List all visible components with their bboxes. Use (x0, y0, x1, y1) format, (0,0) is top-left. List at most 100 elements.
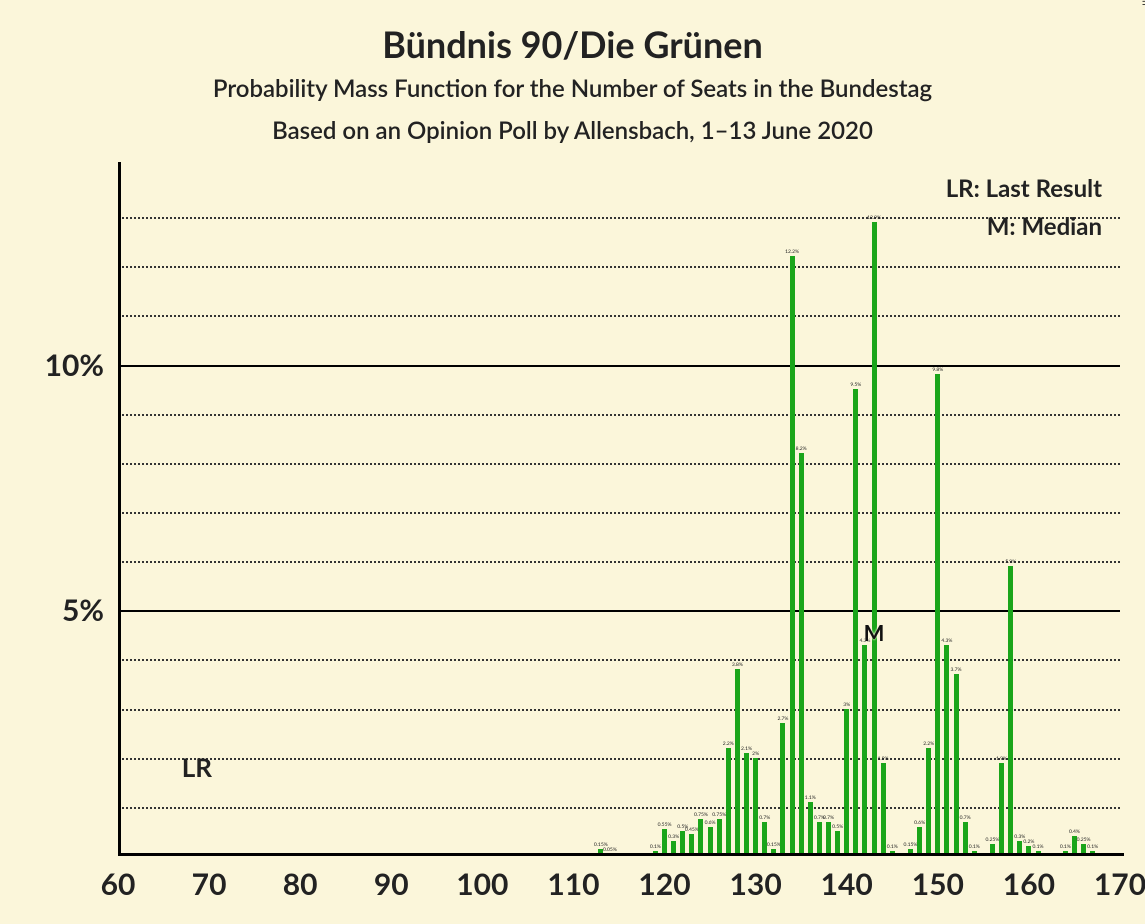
gridline-minor (118, 266, 1120, 268)
bar (762, 822, 767, 856)
bar-value-label: 8.2% (796, 446, 807, 452)
bar-value-label: 0.15% (767, 842, 781, 848)
bar-value-label: 1.9% (878, 756, 889, 762)
gridline-minor (118, 414, 1120, 416)
gridline-minor (118, 758, 1120, 760)
bar-value-label: 1.1% (805, 795, 816, 801)
bar-value-label: 9.8% (932, 367, 943, 373)
x-tick-label: 150 (912, 856, 964, 902)
chart-stage: © 2020 Filip van Laenen Bündnis 90/Die G… (0, 0, 1145, 924)
x-axis-line (118, 853, 1124, 856)
bar (799, 453, 804, 856)
x-tick-label: 110 (547, 856, 599, 902)
bar (862, 645, 867, 856)
bar (853, 389, 858, 856)
bar (817, 822, 822, 856)
bar (954, 674, 959, 856)
chart-title: Bündnis 90/Die Grünen (0, 22, 1145, 66)
legend-line: M: Median (987, 212, 1102, 241)
chart-subtitle-2: Based on an Opinion Poll by Allensbach, … (0, 116, 1145, 145)
bar-value-label: 0.1% (969, 844, 980, 850)
bar-value-label: 2.1% (741, 746, 752, 752)
bar-value-label: 0.1% (1060, 844, 1071, 850)
bar-value-label: 5.9% (1005, 559, 1016, 565)
legend-line: LR: Last Result (946, 174, 1102, 203)
x-tick-label: 170 (1094, 856, 1145, 902)
bar-value-label: 0.75% (712, 812, 726, 818)
x-tick-label: 90 (374, 856, 409, 902)
bar-value-label: 0.5% (832, 824, 843, 830)
bar-value-label: 0.15% (904, 842, 918, 848)
bar (999, 763, 1004, 856)
bar-value-label: 0.25% (986, 837, 1000, 843)
bar-value-label: 0.6% (705, 820, 716, 826)
x-tick-label: 60 (101, 856, 136, 902)
x-tick-label: 130 (730, 856, 782, 902)
bar-value-label: 0.7% (823, 815, 834, 821)
bar (917, 827, 922, 856)
bar (753, 758, 758, 856)
bar (717, 819, 722, 856)
gridline-minor (118, 659, 1120, 661)
gridline-minor (118, 512, 1120, 514)
y-axis-line (118, 162, 121, 856)
bar (872, 222, 877, 856)
gridline-major (118, 365, 1120, 367)
bar-value-label: 12.2% (785, 249, 799, 255)
y-tick-label: 10% (45, 347, 118, 383)
chart-subtitle-1: Probability Mass Function for the Number… (0, 74, 1145, 103)
gridline-minor (118, 315, 1120, 317)
x-tick-label: 70 (192, 856, 227, 902)
bar (790, 256, 795, 856)
plot-area: 5%10%607080901001101201301401501601700.1… (118, 168, 1120, 856)
bar (926, 748, 931, 856)
bar (844, 709, 849, 856)
bar-value-label: 12.9% (867, 215, 881, 221)
bar (963, 822, 968, 856)
bar (808, 802, 813, 856)
bar (698, 819, 703, 856)
bar-value-label: 2.7% (777, 716, 788, 722)
bar-value-label: 4.3% (859, 638, 870, 644)
bar (826, 822, 831, 856)
bar-value-label: 2% (752, 751, 759, 757)
bar (744, 753, 749, 856)
x-tick-label: 80 (283, 856, 318, 902)
gridline-minor (118, 807, 1120, 809)
bar-value-label: 0.6% (914, 820, 925, 826)
bar-value-label: 3.7% (951, 667, 962, 673)
gridline-minor (118, 217, 1120, 219)
bar-value-label: 0.3% (668, 834, 679, 840)
bar (944, 645, 949, 856)
bar (735, 669, 740, 856)
bar-value-label: 0.1% (650, 844, 661, 850)
bar (935, 374, 940, 856)
bar-value-label: 0.1% (1033, 844, 1044, 850)
gridline-minor (118, 561, 1120, 563)
gridline-minor (118, 709, 1120, 711)
bar-value-label: 1.9% (996, 756, 1007, 762)
bar-value-label: 2.2% (723, 741, 734, 747)
bar-value-label: 0.1% (887, 844, 898, 850)
y-tick-label: 5% (62, 592, 118, 628)
bar (1008, 566, 1013, 856)
x-tick-label: 140 (821, 856, 873, 902)
gridline-major (118, 610, 1120, 612)
bar-value-label: 0.05% (603, 847, 617, 853)
bar-value-label: 9.5% (850, 382, 861, 388)
bar-value-label: 3% (843, 702, 850, 708)
bar-value-label: 0.25% (1077, 837, 1091, 843)
bar-value-label: 0.1% (1087, 844, 1098, 850)
bar-value-label: 0.55% (658, 822, 672, 828)
bar-value-label: 0.7% (960, 815, 971, 821)
bar (726, 748, 731, 856)
bar (662, 829, 667, 856)
bar-value-label: 0.45% (685, 827, 699, 833)
x-tick-label: 120 (638, 856, 690, 902)
copyright: © 2020 Filip van Laenen (1139, 0, 1145, 6)
x-tick-label: 100 (456, 856, 508, 902)
bar-value-label: 3.8% (732, 662, 743, 668)
bar (780, 723, 785, 856)
bar-value-label: 2.2% (923, 741, 934, 747)
last-result-label: LR (182, 751, 212, 783)
